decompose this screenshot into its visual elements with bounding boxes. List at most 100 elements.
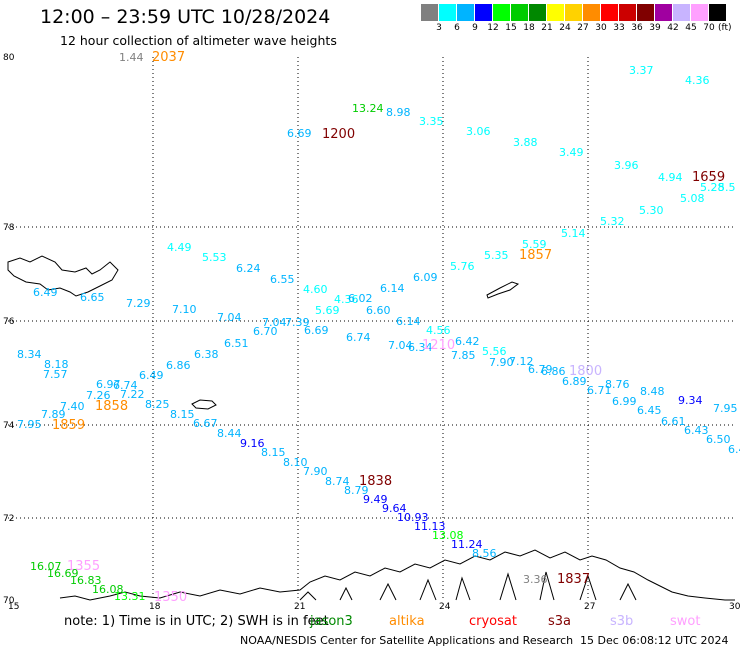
wave-height-label: 3.36 [523, 573, 548, 586]
wave-height-label: 6.45 [637, 404, 662, 417]
color-swatch-label: 3 [436, 23, 442, 33]
wave-height-label: 7.90 [303, 465, 328, 478]
wave-height-label: 7.04 [217, 311, 242, 324]
pass-time-label: 1837 [557, 572, 590, 587]
wave-height-label: 7.04 [262, 316, 287, 329]
wave-height-label: 6.67 [193, 417, 218, 430]
wave-height-label: 7.04 [388, 339, 413, 352]
wave-height-label: 8.18 [44, 358, 69, 371]
wave-height-label: 6.60 [366, 304, 391, 317]
wave-height-label: 6.99 [612, 395, 637, 408]
color-swatch [439, 4, 456, 21]
wave-height-label: 16.83 [70, 574, 102, 587]
footer-timestamp: 15 Dec 06:08:12 UTC 2024 [580, 634, 729, 647]
wave-height-label: 1.44 [119, 51, 144, 64]
wave-height-label: 7.22 [120, 388, 145, 401]
color-swatch-label: 18 [523, 23, 535, 33]
longitude-label: 27 [584, 602, 595, 612]
wave-height-label: 7.29 [126, 297, 151, 310]
color-scale-legend: 3 6 9 12 15 18 21 24 27 30 33 36 39 42 45 70 [421, 4, 730, 34]
wave-height-label: 13.31 [114, 590, 146, 603]
color-swatch-label: 6 [454, 23, 460, 33]
pass-time-label: 1355 [67, 559, 100, 574]
wave-height-label: 4.36 [685, 74, 710, 87]
mission-label: s3a [548, 614, 572, 629]
wave-height-label: 5.5 [718, 181, 736, 194]
wave-height-label: 7.40 [60, 400, 85, 413]
color-swatch [475, 4, 492, 21]
pass-time-label: 1200 [322, 127, 355, 142]
wave-height-label: 6.79 [528, 363, 553, 376]
mission-label: cryosat [469, 614, 517, 629]
color-swatch [529, 4, 546, 21]
wave-height-label: 8.44 [217, 427, 242, 440]
wave-height-label: 6.14 [396, 315, 421, 328]
wave-height-label: 6.89 [562, 375, 587, 388]
color-swatch [601, 4, 618, 21]
wave-height-label: 8.15 [261, 446, 286, 459]
mission-label: s3b [610, 614, 634, 629]
color-swatch [421, 4, 438, 21]
color-swatch-label: 15 [505, 23, 517, 33]
color-swatch [673, 4, 690, 21]
wave-height-label: 7.90 [489, 356, 514, 369]
footer-credit: NOAA/NESDIS Center for Satellite Applica… [240, 634, 574, 647]
wave-height-label: 7.57 [43, 368, 68, 381]
color-swatch-label: 70 [703, 23, 715, 33]
kong-karls-land-coast [486, 281, 520, 299]
wave-height-label: 6.38 [194, 348, 219, 361]
pass-time-label: 1859 [52, 418, 85, 433]
wave-height-label: 5.35 [484, 249, 509, 262]
units-note: note: 1) Time is in UTC; 2) SWH is in fe… [64, 614, 329, 629]
color-swatch-label: 39 [649, 23, 661, 33]
map-subtitle: 12 hour collection of altimeter wave hei… [60, 33, 337, 48]
longitude-label: 15 [8, 602, 19, 612]
color-swatch [511, 4, 528, 21]
latitude-label: 72 [3, 514, 14, 524]
wave-height-label: 9.64 [382, 502, 407, 515]
color-swatch-label: 12 [487, 23, 499, 33]
pass-time-label: 1857 [519, 248, 552, 263]
wave-height-label: 7.26 [86, 389, 111, 402]
longitude-label: 18 [149, 602, 161, 612]
wave-height-label: 6.74 [346, 331, 371, 344]
wave-height-label: 4.60 [303, 283, 328, 296]
color-swatch-label: 9 [472, 23, 478, 33]
pass-time-label: 1800 [569, 364, 602, 379]
wave-height-label: 9.34 [678, 394, 703, 407]
wave-height-label: 6.14 [380, 282, 405, 295]
map-title: 12:00 – 23:59 UTC 10/28/2024 [40, 6, 331, 28]
wave-height-label: 7.85 [451, 349, 476, 362]
wave-height-label: 13.08 [432, 529, 464, 542]
wave-height-label: 6.49 [139, 369, 164, 382]
pass-time-label: 1350 [154, 590, 187, 605]
wave-height-label: 4.49 [167, 241, 192, 254]
wave-height-label: 8.56 [472, 547, 497, 560]
norway-coast [59, 549, 735, 601]
pass-time-label: 1210 [422, 338, 455, 353]
color-swatch-label: 21 [541, 23, 553, 33]
lat-lon-grid [8, 57, 733, 600]
color-swatch [691, 4, 708, 21]
wave-height-label: 3.49 [559, 146, 584, 159]
latitude-label: 80 [3, 53, 15, 63]
latitude-label: 76 [3, 317, 15, 327]
wave-height-label: 7.10 [172, 303, 197, 316]
latitude-label: 78 [3, 223, 15, 233]
pass-time-label: 2037 [152, 50, 185, 65]
wave-height-label: 6.65 [80, 291, 105, 304]
color-swatch [493, 4, 510, 21]
wave-height-label: 8.76 [605, 378, 630, 391]
altimeter-observations: 1.44 2037 13.24 8.98 3.35 6.69 1200 3.06 3.37 4.3… [17, 50, 740, 605]
wave-height-label: 3.35 [419, 115, 444, 128]
wave-height-label: 6.42 [455, 335, 480, 348]
wave-height-label: 5.56 [482, 345, 507, 358]
wave-height-label: 3.37 [629, 64, 654, 77]
color-swatch [457, 4, 474, 21]
wave-height-label: 7.89 [41, 408, 66, 421]
wave-height-label: 16.69 [47, 567, 79, 580]
color-swatch [565, 4, 582, 21]
color-swatch-label: 42 [667, 23, 679, 33]
wave-height-label: 16.08 [92, 583, 124, 596]
wave-height-label: 5.69 [315, 304, 340, 317]
